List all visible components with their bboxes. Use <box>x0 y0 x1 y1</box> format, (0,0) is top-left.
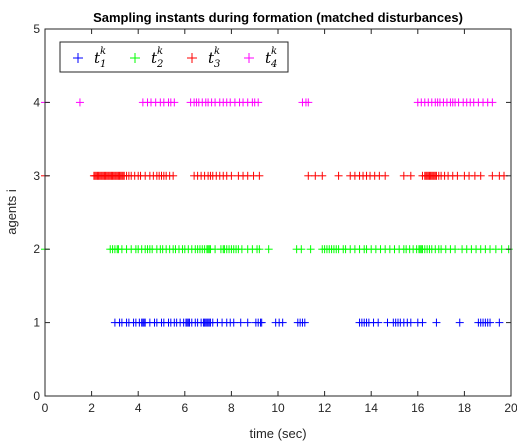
legend-entry-1: t k 1 <box>73 46 106 70</box>
data-point-marker <box>243 318 252 327</box>
data-point-marker <box>254 98 263 107</box>
data-point-marker <box>236 318 245 327</box>
y-tick-label: 0 <box>33 389 40 403</box>
data-point-marker <box>304 171 313 180</box>
data-point-marker <box>169 171 178 180</box>
data-point-marker <box>227 171 236 180</box>
y-tick-label: 1 <box>33 316 40 330</box>
y-tick-label: 5 <box>33 22 40 36</box>
data-point-marker <box>476 171 485 180</box>
x-tick-label: 10 <box>271 401 285 415</box>
data-point-marker <box>306 245 315 254</box>
data-point-marker <box>432 318 441 327</box>
legend-label-sub: 3 <box>214 59 220 70</box>
legend-label-sup: k <box>271 46 277 57</box>
data-point-marker <box>304 98 313 107</box>
x-tick-label: 4 <box>135 401 142 415</box>
legend-label-sub: 4 <box>270 59 277 70</box>
legend-marker <box>187 53 197 63</box>
data-point-marker <box>451 245 460 254</box>
legend-entry-2: t k 2 <box>130 46 163 70</box>
data-point-marker <box>264 245 273 254</box>
data-point-marker <box>488 98 497 107</box>
data-point-marker <box>406 171 415 180</box>
data-point-marker <box>257 318 266 327</box>
data-point-marker <box>255 171 264 180</box>
y-axis-ticks: 0 1 2 3 4 5 <box>33 22 511 403</box>
x-tick-label: 14 <box>365 401 379 415</box>
data-point-marker <box>311 171 320 180</box>
plot-area <box>45 29 511 396</box>
x-tick-label: 20 <box>504 401 517 415</box>
data-point-marker <box>334 171 343 180</box>
x-tick-label: 8 <box>228 401 235 415</box>
data-point-marker <box>374 318 383 327</box>
legend-label-sub: 1 <box>100 59 106 70</box>
legend-marker <box>73 53 83 63</box>
x-axis-label: time (sec) <box>249 426 306 441</box>
data-point-marker <box>278 318 287 327</box>
x-tick-label: 0 <box>42 401 49 415</box>
y-tick-label: 3 <box>33 169 40 183</box>
x-tick-label: 6 <box>181 401 188 415</box>
data-point-marker <box>229 318 238 327</box>
series-3 <box>41 171 509 180</box>
data-point-marker <box>381 171 390 180</box>
y-tick-label: 4 <box>33 95 40 109</box>
data-point-marker <box>453 171 462 180</box>
legend: t k1 t k2 t k3 t k4 <box>59 41 289 73</box>
data-point-marker <box>406 318 415 327</box>
x-tick-label: 12 <box>318 401 332 415</box>
x-tick-label: 16 <box>411 401 425 415</box>
y-axis-label: agents i <box>4 189 19 235</box>
data-point-marker <box>170 98 179 107</box>
legend-label: t <box>94 49 101 67</box>
data-point-marker <box>255 245 264 254</box>
data-point-marker <box>495 318 504 327</box>
legend-label: t <box>265 49 272 67</box>
data-point-marker <box>297 245 306 254</box>
legend-label-sup: k <box>214 46 220 57</box>
x-tick-label: 2 <box>88 401 95 415</box>
legend-label-sub: 2 <box>156 59 163 70</box>
data-point-marker <box>75 98 84 107</box>
legend-entry-4: t k 4 <box>244 46 277 70</box>
data-point-marker <box>300 318 309 327</box>
data-point-marker <box>488 171 497 180</box>
data-point-marker <box>455 318 464 327</box>
series-4 <box>41 98 497 107</box>
data-marks <box>41 98 513 327</box>
legend-label-sup: k <box>100 46 106 57</box>
legend-box <box>59 41 289 73</box>
legend-marker <box>244 53 254 63</box>
legend-label: t <box>151 49 158 67</box>
chart-title: Sampling instants during formation (matc… <box>93 10 463 25</box>
data-point-marker <box>418 318 427 327</box>
legend-entry-3: t k 3 <box>187 46 220 70</box>
data-point-marker <box>497 245 506 254</box>
series-1 <box>110 318 504 327</box>
legend-label: t <box>208 49 215 67</box>
data-point-marker <box>486 318 495 327</box>
data-point-marker <box>399 171 408 180</box>
legend-label-sup: k <box>157 46 163 57</box>
legend-marker <box>130 53 140 63</box>
x-tick-label: 18 <box>458 401 472 415</box>
x-axis-ticks: 0 2 4 6 8 10 12 14 16 18 20 <box>42 29 517 415</box>
data-point-marker <box>318 171 327 180</box>
y-tick-label: 2 <box>33 242 40 256</box>
